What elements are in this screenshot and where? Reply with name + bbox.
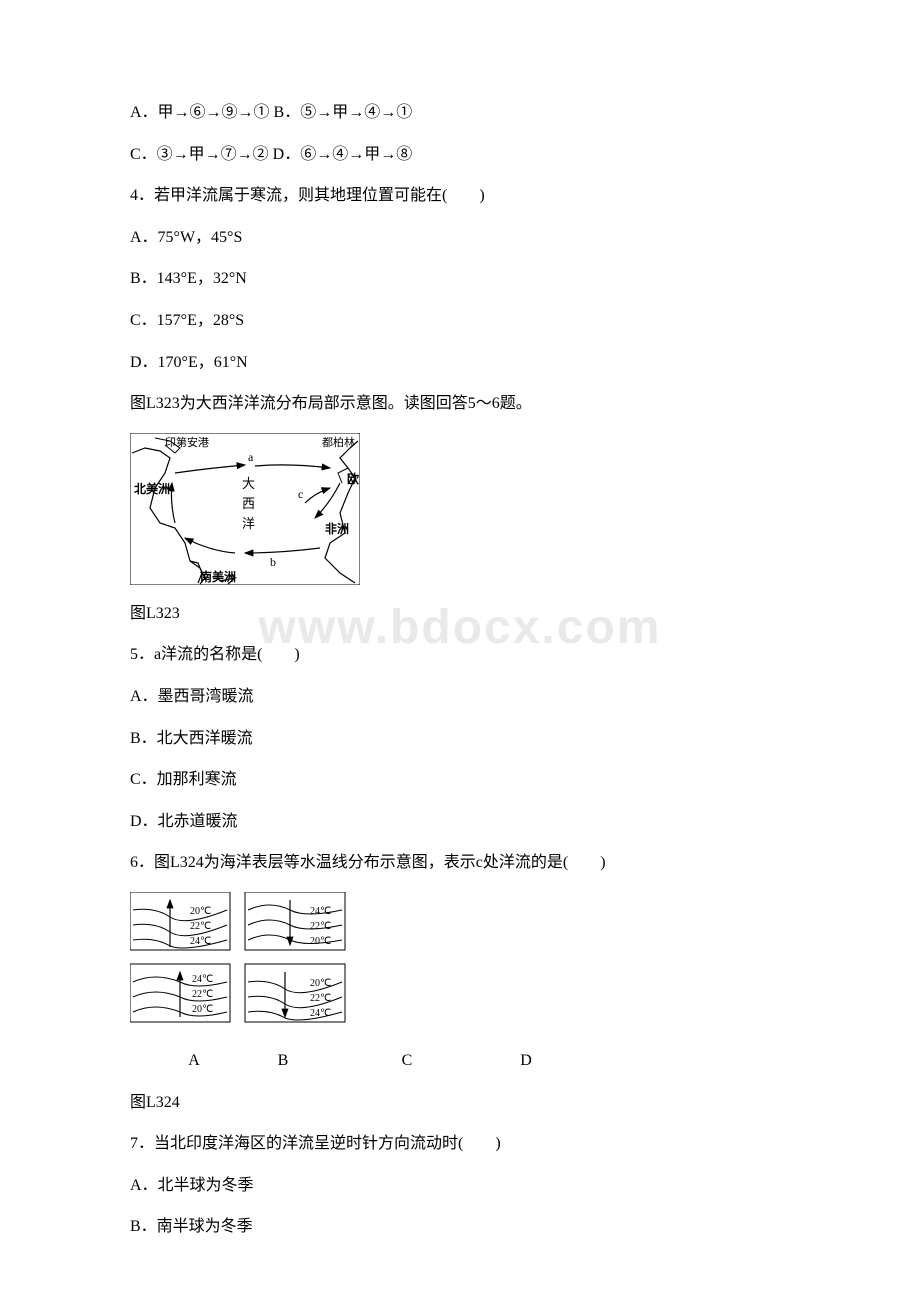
content-wrapper: A．甲→⑥→⑨→① B．⑤→甲→④→① C．③→甲→⑦→② D．⑥→④→甲→⑧ …: [130, 100, 790, 1240]
intro-l323: 图L323为大西洋洋流分布局部示意图。读图回答5～6题。: [130, 391, 790, 417]
q7-option-b: B．南半球为冬季: [130, 1214, 790, 1240]
l324-br-22: 22℃: [310, 993, 331, 1004]
l324-tl-22: 22℃: [190, 921, 211, 932]
q3-options-ab: A．甲→⑥→⑨→① B．⑤→甲→④→①: [130, 100, 790, 126]
label-indianapolis: 印第安港: [165, 435, 209, 449]
label-dublin: 都柏林: [322, 435, 355, 449]
label-south-america: 南美洲: [200, 569, 236, 584]
q6-option-a: A: [164, 1048, 224, 1074]
q7-option-a: A．北半球为冬季: [130, 1173, 790, 1199]
label-b: b: [270, 555, 276, 569]
q3-options-cd: C．③→甲→⑦→② D．⑥→④→甲→⑧: [130, 142, 790, 168]
l324-tl-24: 24℃: [190, 936, 211, 947]
label-atlantic3: 洋: [242, 516, 255, 531]
l324-br-24: 24℃: [310, 1008, 331, 1019]
figure-l323-container: 印第安港 都柏林 北美洲 欧 非洲 南美洲 大 西 洋 a b c: [130, 433, 790, 585]
l324-tr-22: 22℃: [310, 921, 331, 932]
l324-tr-24: 24℃: [310, 906, 331, 917]
figure-l324-container: 20℃ 22℃ 24℃ 24℃ 22℃ 20℃ 24℃ 22℃ 20℃: [130, 892, 790, 1032]
l324-tr-20: 20℃: [310, 936, 331, 947]
q4-option-d: D．170°E，61°N: [130, 350, 790, 376]
q6-stem: 6．图L324为海洋表层等水温线分布示意图，表示c处洋流的是( ): [130, 850, 790, 876]
q4-option-c: C．157°E，28°S: [130, 308, 790, 334]
l324-tl-20: 20℃: [190, 906, 211, 917]
q5-option-b: B．北大西洋暖流: [130, 726, 790, 752]
q6-option-d: D: [476, 1048, 576, 1074]
q7-stem: 7．当北印度洋海区的洋流呈逆时针方向流动时( ): [130, 1131, 790, 1157]
label-europe: 欧: [347, 471, 359, 486]
q5-option-d: D．北赤道暖流: [130, 809, 790, 835]
l324-br-20: 20℃: [310, 978, 331, 989]
q5-stem: 5．a洋流的名称是( ): [130, 642, 790, 668]
label-a: a: [248, 450, 254, 464]
label-c: c: [298, 487, 303, 501]
q5-option-a: A．墨西哥湾暖流: [130, 684, 790, 710]
q4-stem: 4．若甲洋流属于寒流，则其地理位置可能在( ): [130, 183, 790, 209]
label-atlantic2: 西: [242, 496, 255, 511]
q4-option-b: B．143°E，32°N: [130, 266, 790, 292]
l324-bl-24: 24℃: [192, 974, 213, 985]
figure-l324-svg: 20℃ 22℃ 24℃ 24℃ 22℃ 20℃ 24℃ 22℃ 20℃: [130, 892, 360, 1032]
q6-options-row: A B C D: [130, 1048, 790, 1074]
label-north-america: 北美洲: [134, 481, 170, 496]
l324-bl-22: 22℃: [192, 989, 213, 1000]
figure-l323-svg: 印第安港 都柏林 北美洲 欧 非洲 南美洲 大 西 洋 a b c: [130, 433, 360, 585]
figure-l323-label: 图L323: [130, 601, 790, 627]
q6-option-c: C: [342, 1048, 472, 1074]
q4-option-a: A．75°W，45°S: [130, 225, 790, 251]
label-africa: 非洲: [325, 521, 349, 536]
l324-bl-20: 20℃: [192, 1004, 213, 1015]
label-atlantic1: 大: [242, 476, 255, 491]
q6-option-b: B: [228, 1048, 338, 1074]
q5-option-c: C．加那利寒流: [130, 767, 790, 793]
figure-l324-label: 图L324: [130, 1090, 790, 1116]
